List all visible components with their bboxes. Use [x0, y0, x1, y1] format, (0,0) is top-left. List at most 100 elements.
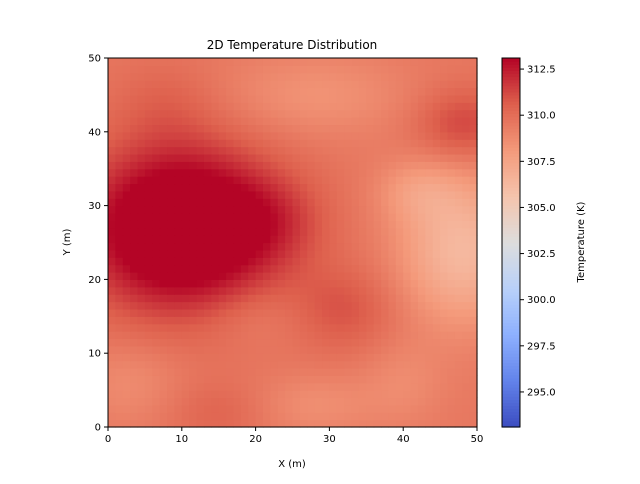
colorbar-segment	[502, 322, 520, 327]
heatmap-cell	[122, 382, 131, 391]
heatmap-cell	[262, 205, 271, 214]
heatmap-cell	[270, 109, 279, 118]
heatmap-cell	[218, 331, 227, 340]
heatmap-cell	[314, 308, 323, 317]
colorbar-segment	[502, 350, 520, 354]
heatmap-cell	[203, 390, 212, 399]
heatmap-cell	[181, 404, 190, 413]
heatmap-cell	[358, 227, 367, 236]
heatmap-cell	[440, 190, 449, 199]
heatmap-cell	[440, 419, 449, 428]
heatmap-cell	[115, 176, 124, 185]
colorbar-segment	[502, 137, 520, 142]
heatmap-cell	[189, 360, 198, 369]
heatmap-cell	[218, 294, 227, 303]
heatmap-cell	[462, 94, 471, 103]
heatmap-cell	[432, 367, 441, 376]
heatmap-cell	[358, 286, 367, 295]
heatmap-cell	[432, 117, 441, 126]
heatmap-cell	[203, 242, 212, 251]
heatmap-cell	[189, 205, 198, 214]
heatmap-cell	[410, 360, 419, 369]
heatmap-cell	[167, 176, 176, 185]
heatmap-cell	[329, 301, 338, 310]
heatmap-cell	[322, 316, 330, 325]
heatmap-cell	[425, 205, 434, 214]
heatmap-cell	[108, 345, 116, 354]
heatmap-cell	[233, 316, 242, 325]
heatmap-cell	[159, 109, 168, 118]
heatmap-cell	[381, 220, 390, 229]
heatmap-cell	[285, 382, 294, 391]
heatmap-cell	[248, 227, 257, 236]
heatmap-cell	[218, 353, 227, 362]
heatmap-cell	[329, 242, 338, 251]
heatmap-cell	[248, 146, 257, 155]
heatmap-cell	[351, 58, 360, 66]
heatmap-cell	[262, 87, 271, 96]
heatmap-cell	[292, 65, 301, 74]
heatmap-cell	[469, 323, 478, 332]
heatmap-cell	[255, 390, 264, 399]
heatmap-cell	[144, 168, 153, 177]
heatmap-cell	[410, 345, 419, 354]
colorbar-segment	[502, 70, 520, 74]
heatmap-cell	[137, 205, 146, 214]
colorbar-segment	[502, 190, 520, 194]
heatmap-cell	[130, 294, 139, 303]
heatmap-cell	[122, 80, 131, 89]
heatmap-cell	[218, 397, 227, 406]
heatmap-cell	[285, 153, 294, 162]
heatmap-cell	[152, 227, 161, 236]
heatmap-cell	[425, 367, 434, 376]
heatmap-cell	[373, 227, 382, 236]
heatmap-cell	[388, 367, 397, 376]
heatmap-cell	[277, 360, 286, 369]
heatmap-cell	[270, 412, 279, 421]
heatmap-cell	[432, 301, 441, 310]
heatmap-cell	[358, 249, 367, 258]
heatmap-cell	[174, 331, 183, 340]
heatmap-cell	[203, 139, 212, 148]
heatmap-cell	[351, 146, 360, 155]
heatmap-cell	[469, 80, 478, 89]
heatmap-cell	[381, 176, 390, 185]
heatmap-cell	[130, 353, 139, 362]
heatmap-cell	[167, 412, 176, 421]
heatmap-cell	[344, 190, 353, 199]
heatmap-cell	[314, 316, 323, 325]
heatmap-cell	[218, 72, 227, 81]
heatmap-cell	[233, 412, 242, 421]
heatmap-cell	[285, 345, 294, 354]
heatmap-cell	[233, 272, 242, 280]
heatmap-cell	[388, 397, 397, 406]
heatmap-cell	[351, 264, 360, 273]
heatmap-cell	[108, 331, 116, 340]
heatmap-cell	[144, 87, 153, 96]
heatmap-cell	[211, 131, 220, 140]
heatmap-cell	[130, 360, 139, 369]
heatmap-cell	[425, 65, 434, 74]
heatmap-cell	[189, 190, 198, 199]
heatmap-cell	[329, 316, 338, 325]
heatmap-cell	[167, 360, 176, 369]
heatmap-cell	[447, 65, 456, 74]
heatmap-cell	[440, 264, 449, 273]
heatmap-cell	[233, 397, 242, 406]
heatmap-cell	[137, 419, 146, 428]
heatmap-cell	[469, 419, 478, 428]
heatmap-cell	[417, 301, 426, 310]
heatmap-cell	[395, 286, 404, 295]
heatmap-cell	[417, 316, 426, 325]
heatmap-cell	[277, 131, 286, 140]
heatmap-cell	[469, 382, 478, 391]
heatmap-cell	[218, 87, 227, 96]
heatmap-cell	[307, 87, 316, 96]
heatmap-cell	[270, 190, 279, 199]
heatmap-cell	[292, 375, 301, 384]
heatmap-cell	[240, 183, 249, 192]
heatmap-cell	[130, 153, 139, 162]
heatmap-cell	[307, 212, 316, 221]
heatmap-cell	[122, 345, 131, 354]
heatmap-cell	[454, 176, 463, 185]
